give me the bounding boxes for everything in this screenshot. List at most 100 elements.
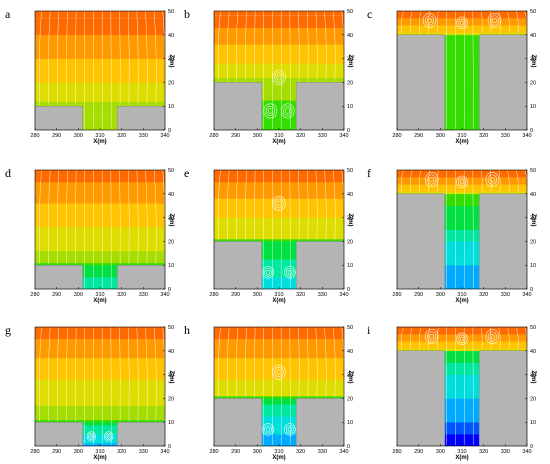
vortex-streamline xyxy=(456,16,468,30)
streamline xyxy=(162,170,165,265)
streamline xyxy=(119,327,121,422)
y-tick-label: 20 xyxy=(530,80,536,86)
concentration-band xyxy=(214,44,344,64)
concentration-band xyxy=(397,11,527,19)
canyon-concentration-band xyxy=(444,410,480,423)
vortex-streamline xyxy=(265,105,275,117)
building-block xyxy=(213,82,262,131)
y-tick-label: 50 xyxy=(168,168,174,174)
concentration-band xyxy=(214,396,344,399)
y-tick-label: 40 xyxy=(347,349,353,355)
y-tick-label: 0 xyxy=(168,287,171,293)
building-block xyxy=(34,105,83,131)
vortex-streamline xyxy=(263,103,278,119)
canyon-concentration-band xyxy=(82,425,118,429)
x-tick-label: 340 xyxy=(522,449,531,455)
streamline xyxy=(418,11,422,34)
y-tick-label: 10 xyxy=(347,104,353,110)
x-tick-label: 280 xyxy=(392,449,401,455)
vortex-streamline xyxy=(458,334,466,344)
streamline xyxy=(400,170,404,193)
panel-letter: d xyxy=(5,166,11,180)
y-tick-label: 10 xyxy=(530,263,536,269)
concentration-band xyxy=(35,203,165,228)
canyon-concentration-band xyxy=(82,274,118,278)
contour-field xyxy=(397,170,527,289)
y-tick-label: 10 xyxy=(168,104,174,110)
y-tick-label: 40 xyxy=(168,349,174,355)
y-tick-label: 40 xyxy=(347,33,353,39)
streamline xyxy=(298,11,300,82)
x-tick-label: 280 xyxy=(209,449,218,455)
x-tick-label: 320 xyxy=(296,449,305,455)
concentration-band xyxy=(214,181,344,199)
x-tick-label: 310 xyxy=(95,133,104,139)
streamline xyxy=(226,170,230,241)
x-tick-label: 320 xyxy=(117,292,126,298)
streamline xyxy=(306,327,309,398)
y-tick-label: 30 xyxy=(530,216,536,222)
building-block xyxy=(396,34,445,131)
x-tick-label: 300 xyxy=(436,449,445,455)
y-tick-label: 20 xyxy=(347,239,353,245)
streamline xyxy=(489,11,492,34)
canyon-concentration-band xyxy=(82,121,118,125)
x-tick-label: 280 xyxy=(209,292,218,298)
streamline xyxy=(400,327,404,350)
y-tick-label: 50 xyxy=(347,168,353,174)
vortex-streamline xyxy=(285,425,294,434)
concentration-band xyxy=(35,101,165,107)
canyon-concentration-band xyxy=(261,247,297,254)
y-tick-label: 50 xyxy=(530,325,536,331)
y-tick-label: 0 xyxy=(168,444,171,450)
x-tick-label: 280 xyxy=(392,292,401,298)
vortex-streamline xyxy=(272,195,286,211)
x-tick-label: 330 xyxy=(501,292,510,298)
streamline xyxy=(445,170,448,288)
vortex-streamline xyxy=(86,431,96,442)
canyon-concentration-band xyxy=(444,82,480,95)
canyon-concentration-band xyxy=(444,58,480,71)
y-tick-label: 20 xyxy=(347,80,353,86)
streamline xyxy=(481,327,483,350)
building-block xyxy=(396,350,445,447)
canyon-concentration-band xyxy=(261,277,297,284)
streamline xyxy=(253,327,256,398)
concentration-band xyxy=(35,379,165,406)
x-tick-label: 330 xyxy=(501,133,510,139)
streamline xyxy=(507,170,510,193)
vortex-streamline xyxy=(280,103,295,119)
building-block xyxy=(34,422,83,447)
streamline xyxy=(153,11,157,106)
y-tick-label: 30 xyxy=(530,57,536,63)
x-tick-label: 340 xyxy=(339,133,348,139)
streamline xyxy=(56,11,60,106)
vortex-streamline xyxy=(424,329,439,344)
vortex-streamline xyxy=(427,331,437,342)
building-block xyxy=(213,398,262,447)
streamline xyxy=(436,327,439,350)
y-axis-title: Z(m) xyxy=(168,370,174,383)
streamline xyxy=(498,170,501,193)
streamline xyxy=(226,11,230,82)
streamline xyxy=(127,327,130,422)
y-tick-label: 10 xyxy=(347,263,353,269)
x-tick-label: 280 xyxy=(392,133,401,139)
concentration-band xyxy=(214,379,344,397)
streamline xyxy=(83,11,86,129)
streamline xyxy=(244,327,247,398)
canyon-concentration-band xyxy=(261,124,297,130)
x-tick-label: 290 xyxy=(231,292,240,298)
concentration-band xyxy=(397,177,527,185)
x-tick-label: 300 xyxy=(436,133,445,139)
streamline xyxy=(298,170,300,241)
x-tick-label: 300 xyxy=(74,292,83,298)
streamline xyxy=(119,170,121,265)
streamline xyxy=(244,11,247,82)
building-block xyxy=(479,34,528,131)
canyon-concentration-band xyxy=(444,241,480,254)
vortex-streamline xyxy=(266,427,271,432)
x-tick-label: 310 xyxy=(95,292,104,298)
x-tick-label: 290 xyxy=(231,133,240,139)
